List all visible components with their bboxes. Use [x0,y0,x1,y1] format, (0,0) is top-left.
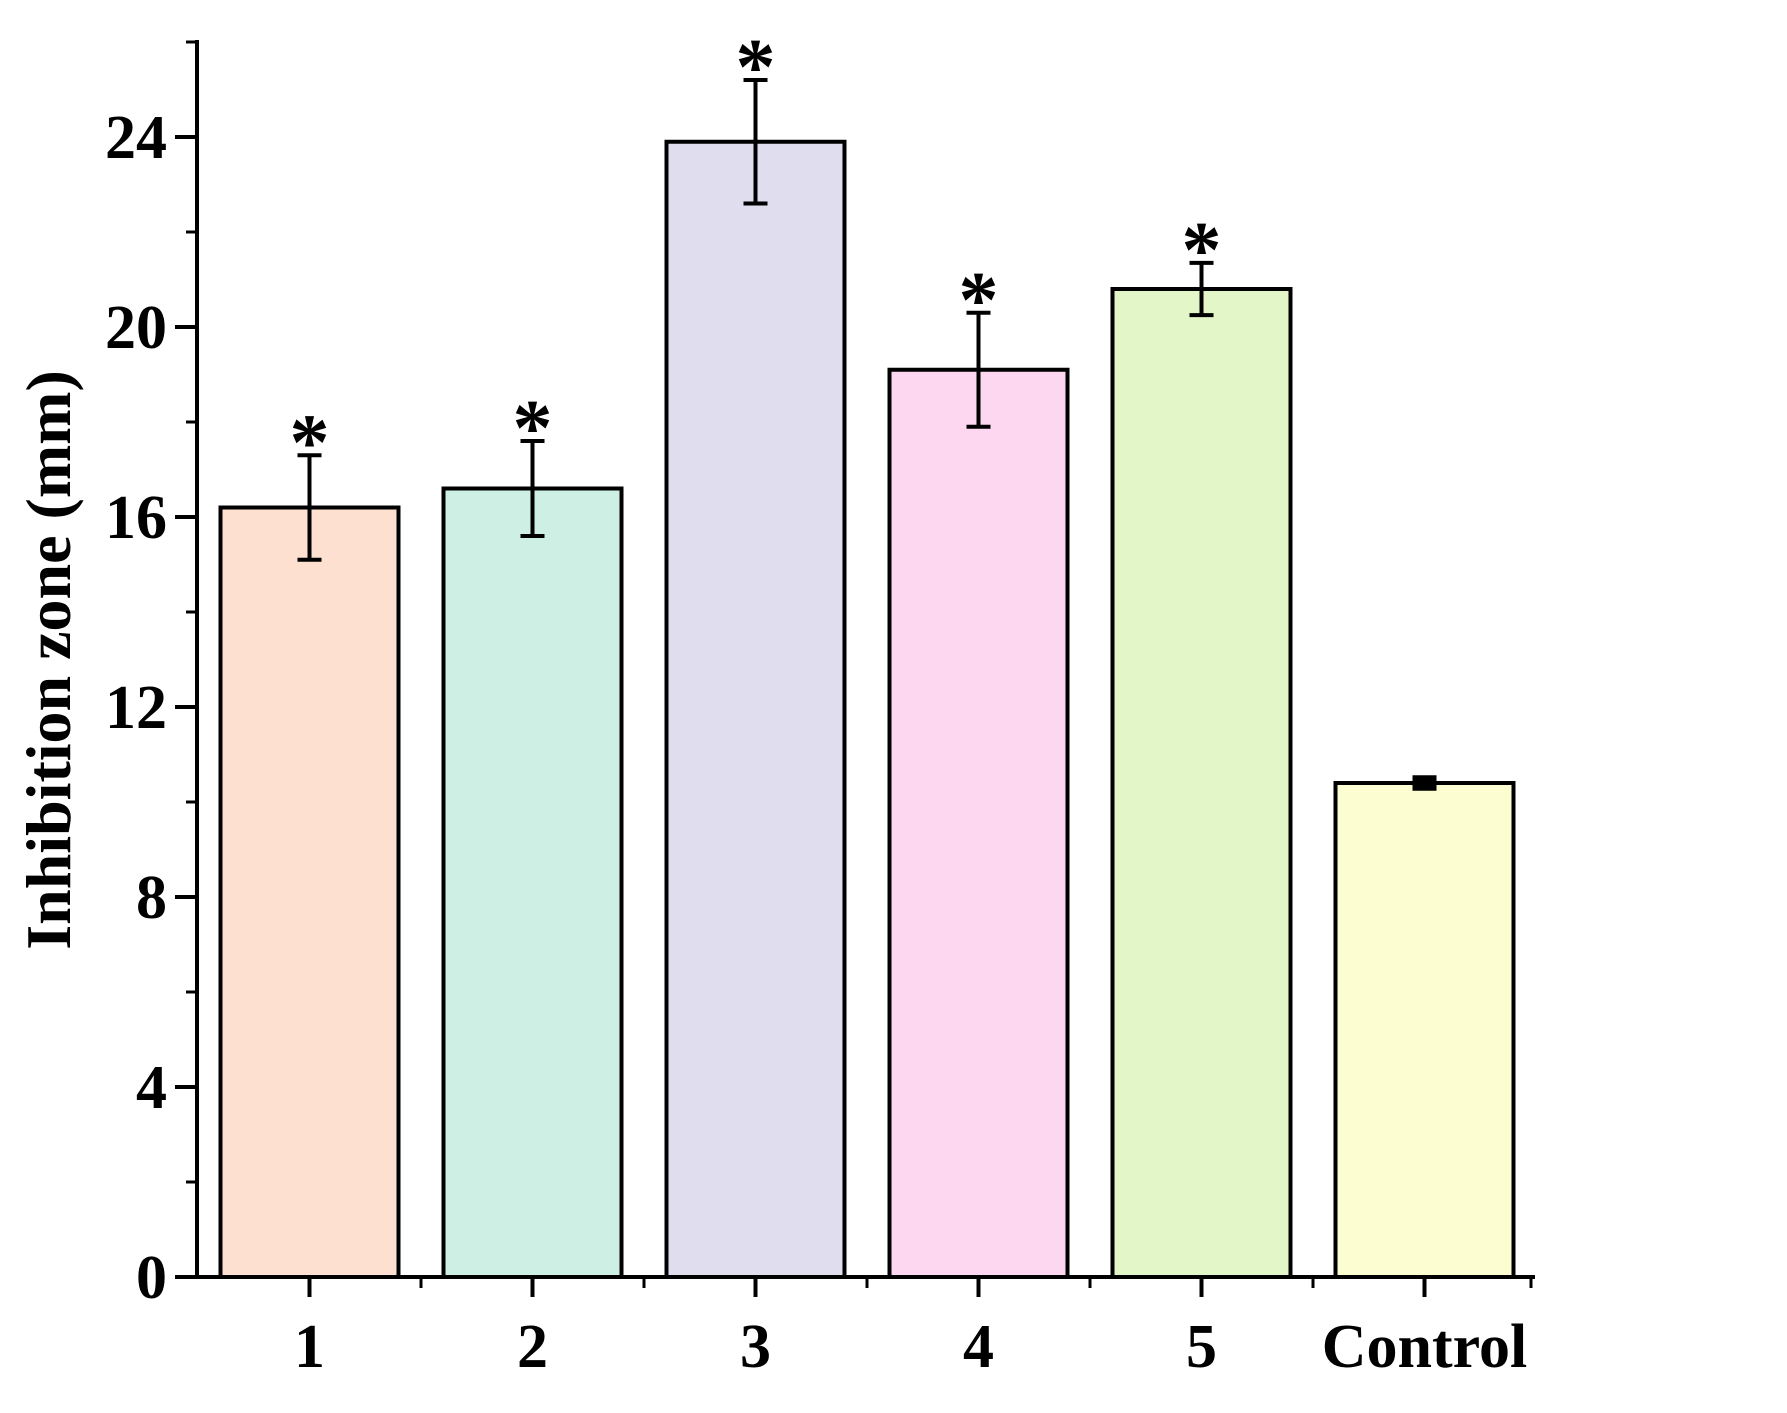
bars [218,139,1516,1279]
error-bar [1189,260,1214,318]
significance-star: * [959,257,999,345]
error-bar [520,439,545,538]
y-axis-title: Inhibition zone (mm) [13,370,84,950]
bar-4 [887,367,1070,1279]
significance-star: * [290,399,330,487]
significance-star: * [513,385,553,473]
y-tick-label: 8 [136,864,167,932]
error-bar [1412,775,1437,791]
bar-2 [441,486,624,1279]
error-bars [297,78,1437,791]
y-tick-label: 0 [136,1244,167,1312]
error-bar [743,78,768,206]
x-ticks: 1 2 3 4 5 Control [294,1277,1533,1381]
y-tick-label: 20 [105,294,167,362]
error-bar [966,310,991,429]
y-tick-label: 12 [105,674,167,742]
error-bar [297,453,322,562]
bar-control [1333,781,1516,1279]
x-tick-label: 4 [963,1313,994,1381]
bar-5 [1110,287,1293,1279]
x-tick-label: 2 [517,1313,548,1381]
significance-star: * [1182,207,1222,295]
y-ticks: 0 4 8 12 16 20 24 [105,40,197,1312]
x-tick-label: 3 [740,1313,771,1381]
bar-1 [218,505,401,1279]
x-tick-label: 5 [1186,1313,1217,1381]
bar-3 [664,139,847,1279]
y-tick-label: 16 [105,484,167,552]
significance-markers: * * * * * [290,24,1222,487]
y-tick-label: 24 [105,104,167,172]
significance-star: * [736,24,776,112]
x-tick-label: 1 [294,1313,325,1381]
x-tick-label: Control [1322,1313,1528,1381]
y-tick-label: 4 [136,1054,167,1122]
